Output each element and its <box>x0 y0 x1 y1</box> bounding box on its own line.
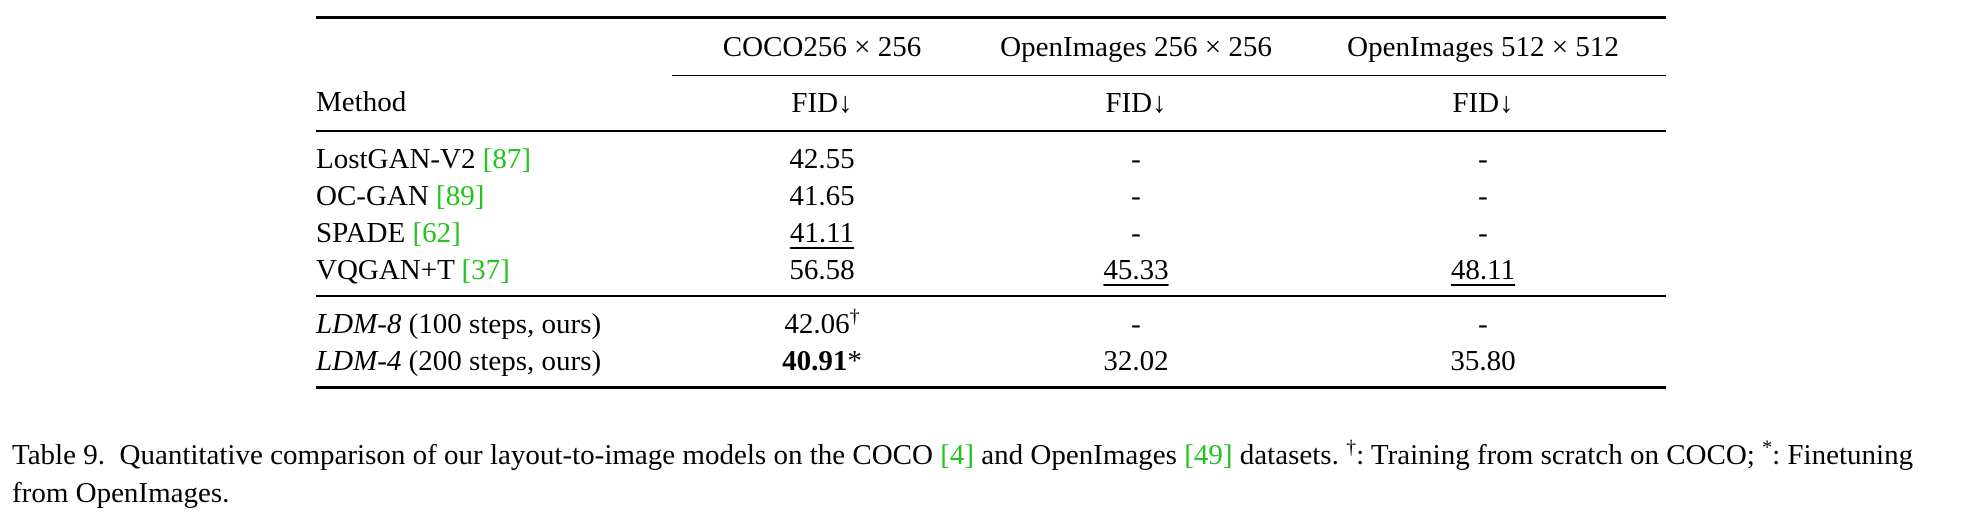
metric-header: FID↓ <box>791 86 853 119</box>
citation-link[interactable]: [87] <box>482 143 532 175</box>
method-name: SPADE [62] <box>316 217 461 249</box>
dataset-header-row: COCO256 × 256 OpenImages 256 × 256 OpenI… <box>316 19 1666 76</box>
method-name: OC-GAN [89] <box>316 180 485 212</box>
method-name: LDM-4 (200 steps, ours) <box>316 345 602 377</box>
fid-value: - <box>1478 308 1488 340</box>
citation-link[interactable]: [4] <box>940 439 975 471</box>
bottom-rule <box>316 386 1666 390</box>
table-row: VQGAN+T [37] 56.58 45.33 48.11 <box>316 252 1666 296</box>
results-table: COCO256 × 256 OpenImages 256 × 256 OpenI… <box>316 16 1666 390</box>
table-caption: Table 9. Quantitative comparison of our … <box>12 436 1914 509</box>
table-row: LostGAN-V2 [87] 42.55 - - <box>316 132 1666 178</box>
fid-value: 42.55 <box>789 143 855 175</box>
table-row: LDM-4 (200 steps, ours) 40.91* 32.02 35.… <box>316 343 1666 388</box>
asterisk-mark: * <box>1762 436 1773 459</box>
metric-header: FID↓ <box>1452 86 1514 119</box>
citation-link[interactable]: [37] <box>461 254 510 286</box>
fid-value: 56.58 <box>789 254 855 286</box>
table-row: LDM-8 (100 steps, ours) 42.06† - - <box>316 297 1666 343</box>
fid-value: - <box>1131 217 1141 249</box>
table-row: SPADE [62] 41.11 - - <box>316 215 1666 252</box>
metric-header: FID↓ <box>1105 86 1167 119</box>
citation-link[interactable]: [62] <box>412 217 461 249</box>
dataset-openimages-256: OpenImages 256 × 256 <box>972 19 1300 76</box>
fid-value: 41.11 <box>789 217 855 249</box>
caption-label: Table 9. <box>12 439 105 471</box>
method-header: Method <box>316 86 407 119</box>
table-row: OC-GAN [89] 41.65 - - <box>316 178 1666 215</box>
top-rule <box>316 16 1666 20</box>
fid-value: 48.11 <box>1450 254 1516 286</box>
fid-value: 42.06† <box>784 305 860 340</box>
dataset-coco-256: COCO256 × 256 <box>672 19 972 76</box>
fid-value: 45.33 <box>1103 254 1169 286</box>
fid-value: - <box>1131 308 1141 340</box>
fid-value: - <box>1131 180 1141 212</box>
method-name: LostGAN-V2 [87] <box>316 143 532 175</box>
fid-value: 41.65 <box>789 180 855 212</box>
fid-value: - <box>1478 143 1488 175</box>
method-name: VQGAN+T [37] <box>316 254 510 286</box>
method-name: LDM-8 (100 steps, ours) <box>316 308 602 340</box>
fid-value: 35.80 <box>1450 345 1516 377</box>
dagger-mark: † <box>1346 436 1357 459</box>
fid-value: - <box>1131 143 1141 175</box>
asterisk-mark: * <box>847 345 862 377</box>
fid-value: - <box>1478 180 1488 212</box>
citation-link[interactable]: [49] <box>1184 439 1233 471</box>
fid-value: 40.91* <box>782 345 862 377</box>
metric-header-row: Method FID↓ FID↓ FID↓ <box>316 76 1666 132</box>
fid-value: 32.02 <box>1103 345 1169 377</box>
dataset-openimages-512: OpenImages 512 × 512 <box>1300 19 1666 76</box>
fid-value: - <box>1478 217 1488 249</box>
citation-link[interactable]: [89] <box>436 180 485 212</box>
dagger-mark: † <box>849 305 860 328</box>
